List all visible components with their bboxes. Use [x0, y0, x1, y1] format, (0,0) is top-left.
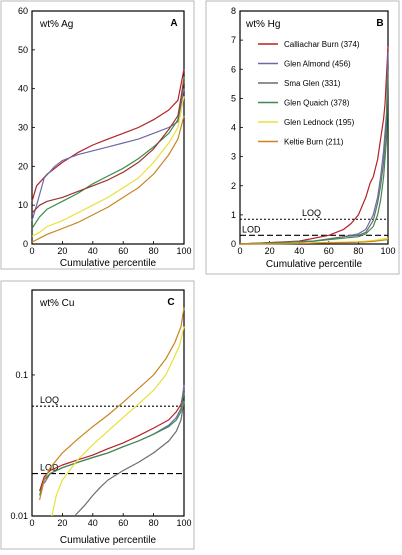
panel-a: wt% Ag A Cumulative percentile 0 20 40 60 80…: [0, 0, 195, 270]
legend-label-0: Calliachar Burn (374): [284, 40, 360, 49]
panel-c-lod-label: LOD: [40, 463, 59, 473]
panel-b-ytick-label-1: 1: [231, 210, 236, 220]
panel-b-lod-label: LOD: [242, 224, 261, 234]
panel-c-frame: [0, 280, 195, 550]
panel-b-series-line-3: [239, 75, 389, 245]
panel-c-ticks: 0 20 40 60 80 100 0.01 0.1: [10, 370, 191, 528]
panel-a-xtick-label-80: 80: [149, 246, 159, 256]
panel-c-series-lines: [39, 307, 185, 517]
panel-b-xtick-label-80: 80: [353, 246, 363, 256]
panel-c-series-line-3: [74, 401, 185, 517]
legend-label-4: Glen Lednock (195): [284, 118, 355, 127]
panel-c-ytick-label-0.1: 0.1: [15, 370, 28, 380]
panel-a-ytick-label-0: 0: [23, 239, 28, 249]
legend-label-2: Sma Glen (331): [284, 79, 341, 88]
legend-label-5: Keltie Burn (211): [284, 138, 344, 147]
panel-b-xtick-label-0: 0: [237, 246, 242, 256]
panel-b-ytick-label-6: 6: [231, 64, 236, 74]
panel-a-ytick-label-30: 30: [18, 123, 28, 133]
panel-b-legend: Calliachar Burn (374) Glen Almond (456) Sm…: [258, 40, 360, 147]
panel-c-letter: C: [167, 297, 174, 308]
panel-a-series-lines: [31, 69, 185, 243]
panel-a-xtick-label-20: 20: [57, 246, 67, 256]
panel-b-ytick-label-3: 3: [231, 152, 236, 162]
panel-b-ytick-label-4: 4: [231, 123, 236, 133]
panel-c-series-line-2: [39, 392, 185, 496]
panel-b-xtick-label-40: 40: [294, 246, 304, 256]
panel-c-xtick-label-40: 40: [88, 518, 98, 528]
panel-b-xlabel: Cumulative percentile: [266, 259, 363, 270]
legend-label-1: Glen Almond (456): [284, 60, 351, 69]
panel-c-xlabel: Cumulative percentile: [60, 535, 157, 546]
panel-b-xtick-label-100: 100: [380, 246, 395, 256]
panel-a-xtick-label-40: 40: [88, 246, 98, 256]
panel-a-ytick-label-20: 20: [18, 161, 28, 171]
panel-a-letter: A: [170, 18, 177, 29]
panel-b-ytick-label-2: 2: [231, 181, 236, 191]
panel-a-ytick-label-50: 50: [18, 45, 28, 55]
panel-c-ylabel: wt% Cu: [39, 298, 74, 309]
panel-c-xtick-label-0: 0: [29, 518, 34, 528]
panel-a-xlabel: Cumulative percentile: [60, 258, 157, 269]
panel-a-series-line-2: [31, 76, 185, 229]
panel-c-xtick-label-80: 80: [149, 518, 159, 528]
panel-c-xtick-label-60: 60: [118, 518, 128, 528]
legend-label-3: Glen Quaich (378): [284, 99, 350, 108]
panel-a-ylabel: wt% Ag: [39, 19, 73, 30]
panel-a-xtick-label-60: 60: [118, 246, 128, 256]
panel-b-series-lines: [239, 45, 389, 245]
panel-a-series-line-1: [31, 88, 185, 221]
panel-a-xtick-label-100: 100: [176, 246, 191, 256]
panel-a-series-line-4: [31, 96, 185, 237]
panel-b-series-line-0: [239, 45, 389, 245]
panel-b-ytick-label-0: 0: [231, 239, 236, 249]
panel-a-ytick-label-60: 60: [18, 6, 28, 16]
panel-c-ytick-label-0.01: 0.01: [10, 511, 28, 521]
panel-b-xtick-label-60: 60: [324, 246, 334, 256]
panel-c-xtick-label-100: 100: [176, 518, 191, 528]
panel-c-xtick-label-20: 20: [57, 518, 67, 528]
panel-a-ytick-label-10: 10: [18, 200, 28, 210]
panel-b-ytick-label-5: 5: [231, 93, 236, 103]
panel-b-xtick-label-20: 20: [265, 246, 275, 256]
panel-b: wt% Hg B Cumulative percentile 0 20 40 60 80…: [205, 0, 400, 275]
panel-b-series-line-5: [239, 239, 389, 245]
panel-a-ticks: 0 20 40 60 80 100 0 10 20 30 40 50 60: [18, 6, 192, 256]
panel-c: wt% Cu C Cumulative percentile 0 20 40 60 80…: [0, 280, 195, 550]
panel-a-xtick-label-0: 0: [29, 246, 34, 256]
panel-b-ylabel: wt% Hg: [245, 19, 280, 30]
panel-c-reference-lines: LOQ LOD: [32, 395, 184, 475]
panel-a-frame: [0, 0, 195, 270]
panel-c-series-line-4: [51, 326, 185, 517]
panel-b-reference-lines: LOQ LOD: [240, 208, 388, 236]
panel-b-ytick-label-7: 7: [231, 35, 236, 45]
panel-b-series-line-2: [239, 69, 389, 245]
panel-b-ticks: 0 20 40 60 80 100 0 1 2 3 4 5 6 7 8: [231, 6, 396, 256]
panel-a-series-line-3: [31, 80, 185, 214]
panel-c-series-line-0: [39, 388, 185, 492]
panel-b-loq-label: LOQ: [302, 208, 321, 218]
panel-b-ytick-label-8: 8: [231, 6, 236, 16]
panel-b-letter: B: [376, 18, 383, 29]
panel-a-ytick-label-40: 40: [18, 84, 28, 94]
panel-c-loq-label: LOQ: [40, 395, 59, 405]
panel-a-series-line-5: [31, 115, 185, 243]
panel-c-series-line-5: [39, 307, 185, 501]
